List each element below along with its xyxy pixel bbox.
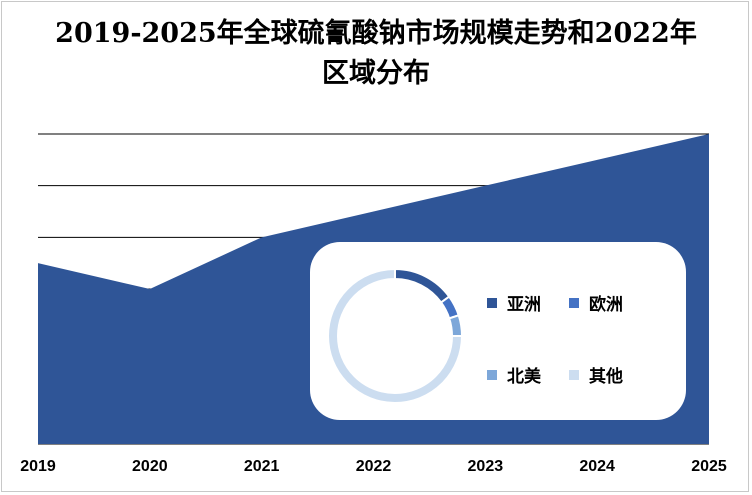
x-tick-label: 2020 xyxy=(132,458,168,475)
donut-slice-0 xyxy=(394,267,451,304)
legend-item: 亚洲 xyxy=(487,290,541,315)
legend-item: 其他 xyxy=(569,362,623,387)
legend-item: 欧洲 xyxy=(569,290,623,315)
x-tick-label: 2022 xyxy=(356,458,392,475)
legend-swatch xyxy=(487,297,497,308)
legend-swatch xyxy=(569,369,579,380)
chart-title: 2019-2025年全球硫氰酸钠市场规模走势和2022年 区域分布 xyxy=(0,14,752,94)
legend-swatch xyxy=(569,297,579,308)
legend-swatch xyxy=(487,369,497,380)
donut-slice-2 xyxy=(447,314,464,337)
legend-label: 欧洲 xyxy=(589,295,623,315)
legend-item: 北美 xyxy=(487,362,541,387)
x-tick-label: 2023 xyxy=(468,458,504,475)
x-tick-label: 2024 xyxy=(579,458,615,475)
x-tick-label: 2019 xyxy=(20,458,56,475)
title-line-2: 区域分布 xyxy=(322,58,430,89)
legend-label: 其他 xyxy=(589,367,623,387)
donut-slice-3 xyxy=(327,267,464,404)
x-tick-label: 2025 xyxy=(691,458,727,475)
title-line-1: 2019-2025年全球硫氰酸钠市场规模走势和2022年 xyxy=(55,18,697,49)
legend-label: 北美 xyxy=(507,367,541,387)
legend-label: 亚洲 xyxy=(507,295,541,315)
x-tick-label: 2021 xyxy=(244,458,280,475)
